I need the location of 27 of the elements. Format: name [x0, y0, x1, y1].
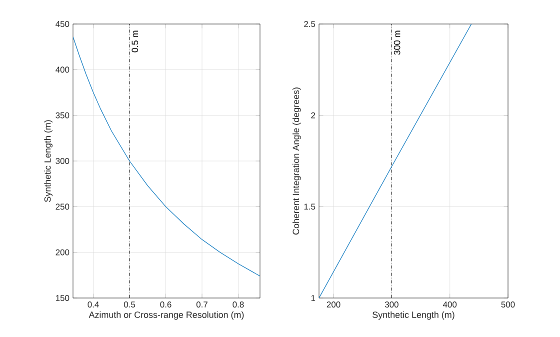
- ref-line-label: 0.5 m: [132, 30, 138, 52]
- x-tick-label: 0.6: [160, 302, 172, 308]
- y-tick-label: 450: [56, 21, 70, 27]
- x-tick-label: 0.4: [88, 302, 99, 308]
- y-tick-label: 2.5: [304, 21, 316, 27]
- x-tick-label: 400: [442, 302, 457, 308]
- y-tick-label: 250: [56, 204, 70, 210]
- x-axis-title: Azimuth or Cross-range Resolution (m): [88, 311, 244, 320]
- y-tick-label: 300: [56, 158, 70, 164]
- y-tick-label: 1.5: [304, 204, 316, 210]
- x-tick-label: 500: [501, 302, 515, 308]
- y-tick-label: 350: [56, 112, 70, 118]
- y-tick-label: 150: [56, 295, 70, 301]
- ref-line-label: 300 m: [394, 30, 400, 55]
- x-tick-label: 0.7: [196, 302, 208, 308]
- x-tick-label: 0.8: [232, 302, 244, 308]
- line-series: [73, 36, 260, 276]
- y-tick-label: 2: [311, 112, 316, 118]
- y-tick-label: 1: [311, 295, 316, 301]
- y-tick-label: 400: [56, 66, 70, 73]
- y-tick-label: 200: [56, 249, 70, 256]
- x-tick-label: 200: [326, 302, 340, 308]
- x-axis-title: Synthetic Length (m): [372, 311, 454, 320]
- x-tick-label: 300: [384, 302, 398, 308]
- x-tick-label: 0.5: [124, 302, 136, 308]
- y-axis-title: Coherent Integration Angle (degrees): [292, 88, 301, 235]
- y-axis-title: Synthetic Length (m): [44, 120, 53, 202]
